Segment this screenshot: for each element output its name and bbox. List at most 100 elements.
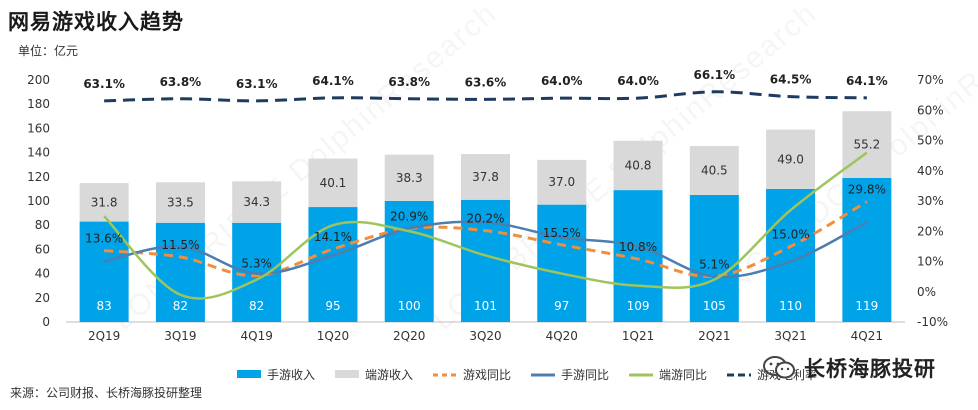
- game-yoy-label: 15.0%: [772, 227, 810, 241]
- game-yoy-label: 13.6%: [85, 232, 123, 246]
- y-left-tick-label: 20: [35, 291, 50, 305]
- legend-swatch: [335, 370, 359, 378]
- gross-margin-label: 63.6%: [465, 75, 507, 89]
- legend-label: 手游同比: [561, 368, 609, 382]
- bar-pc-label: 49.0: [777, 152, 804, 166]
- bar-pc-revenue: [766, 129, 816, 189]
- bar-mobile-label: 105: [703, 299, 726, 313]
- y-left-tick-label: 60: [35, 242, 50, 256]
- line-pc-yoy: [103, 151, 868, 300]
- gross-margin-label: 64.0%: [617, 74, 659, 88]
- y-left-tick-label: 0: [42, 315, 50, 329]
- gross-margin-label: 66.1%: [693, 68, 735, 82]
- bar-pc-revenue: [384, 154, 434, 201]
- bar-mobile-label: 95: [325, 299, 340, 313]
- game-yoy-label: 5.3%: [241, 257, 272, 271]
- legend-label: 手游收入: [267, 368, 315, 382]
- bar-pc-revenue: [232, 181, 282, 223]
- y-right-tick-label: -10%: [917, 315, 948, 329]
- bar-pc-label: 34.3: [243, 195, 270, 209]
- brand-logo-icon: [763, 356, 795, 379]
- bar-pc-label: 40.8: [625, 158, 652, 172]
- y-left-tick-label: 80: [35, 218, 50, 232]
- y-left-tick-label: 120: [27, 170, 50, 184]
- bar-mobile-revenue: [155, 222, 205, 322]
- bar-pc-revenue: [689, 145, 739, 195]
- x-tick-label: 4Q19: [241, 329, 273, 343]
- bar-mobile-revenue: [79, 221, 129, 322]
- brand: 长桥海豚投研: [762, 353, 936, 383]
- x-tick-label: 1Q21: [622, 329, 654, 343]
- legend-label: 端游收入: [365, 368, 413, 382]
- bar-mobile-label: 82: [173, 299, 188, 313]
- bar-mobile-label: 82: [249, 299, 264, 313]
- y-right-tick-label: 30%: [917, 194, 944, 208]
- bar-pc-label: 55.2: [854, 138, 881, 152]
- x-tick-label: 3Q19: [164, 329, 196, 343]
- bar-pc-revenue: [155, 182, 205, 223]
- gross-margin-label: 63.8%: [160, 75, 202, 89]
- unit-label: 单位：亿元: [18, 44, 79, 58]
- gross-margin-label: 63.1%: [236, 77, 278, 91]
- bar-mobile-label: 109: [627, 299, 650, 313]
- y-right-tick-label: 70%: [917, 73, 944, 87]
- x-tick-label: 2Q21: [698, 329, 730, 343]
- x-tick-label: 3Q20: [469, 329, 501, 343]
- bar-mobile-label: 101: [474, 299, 497, 313]
- game-yoy-label: 29.8%: [848, 183, 886, 197]
- y-left-tick-label: 200: [27, 73, 50, 87]
- y-right-tick-label: 20%: [917, 224, 944, 238]
- bar-mobile-revenue: [689, 194, 739, 322]
- bar-mobile-label: 83: [96, 299, 111, 313]
- y-right-tick-label: 40%: [917, 164, 944, 178]
- x-tick-label: 3Q21: [774, 329, 806, 343]
- source-note: 来源：公司财报、长桥海豚投研整理: [10, 386, 203, 400]
- legend-label: 游戏同比: [463, 368, 511, 382]
- y-left-tick-label: 40: [35, 267, 50, 281]
- bar-mobile-revenue: [384, 201, 434, 322]
- bar-pc-label: 40.1: [320, 176, 347, 190]
- bar-pc-revenue: [613, 140, 663, 191]
- gross-margin-label: 64.0%: [541, 74, 583, 88]
- bar-pc-label: 31.8: [91, 195, 118, 209]
- legend-swatch: [237, 370, 261, 378]
- y-right-tick-label: 60%: [917, 103, 944, 117]
- y-left-tick-label: 140: [27, 146, 50, 160]
- brand-name: 长桥海豚投研: [804, 357, 936, 381]
- x-tick-label: 1Q20: [317, 329, 349, 343]
- bar-mobile-label: 97: [554, 299, 569, 313]
- gross-margin-label: 64.5%: [770, 73, 812, 87]
- y-right-tick-label: 0%: [917, 285, 936, 299]
- game-yoy-label: 10.8%: [619, 240, 657, 254]
- bar-mobile-label: 110: [779, 299, 802, 313]
- y-left-tick-label: 180: [27, 97, 50, 111]
- game-yoy-label: 20.9%: [390, 210, 428, 224]
- y-left-tick-label: 100: [27, 194, 50, 208]
- line-game-yoy: [104, 200, 868, 278]
- x-tick-label: 4Q20: [546, 329, 578, 343]
- bar-pc-label: 37.0: [548, 175, 575, 189]
- line-gross-margin: [104, 90, 867, 103]
- game-yoy-label: 15.5%: [543, 226, 581, 240]
- bar-pc-revenue: [537, 159, 587, 205]
- x-tick-label: 2Q19: [88, 329, 120, 343]
- y-left-tick-label: 160: [27, 121, 50, 135]
- gross-margin-label: 63.1%: [83, 77, 125, 91]
- x-tick-label: 4Q21: [851, 329, 883, 343]
- x-tick-label: 2Q20: [393, 329, 425, 343]
- game-yoy-label: 14.1%: [314, 230, 352, 244]
- y-right-tick-label: 10%: [917, 255, 944, 269]
- game-yoy-label: 20.2%: [466, 212, 504, 226]
- bar-pc-label: 38.3: [396, 171, 423, 185]
- line-mobile-yoy: [103, 220, 868, 279]
- bar-pc-revenue: [308, 158, 358, 208]
- gross-margin-label: 64.1%: [312, 74, 354, 88]
- bar-mobile-label: 100: [398, 299, 421, 313]
- bar-pc-label: 33.5: [167, 196, 194, 210]
- y-right-tick-label: 50%: [917, 134, 944, 148]
- bar-mobile-revenue: [537, 204, 587, 322]
- bar-mobile-label: 119: [855, 299, 878, 313]
- legend-label: 端游同比: [659, 368, 707, 382]
- game-yoy-label: 11.5%: [161, 238, 199, 252]
